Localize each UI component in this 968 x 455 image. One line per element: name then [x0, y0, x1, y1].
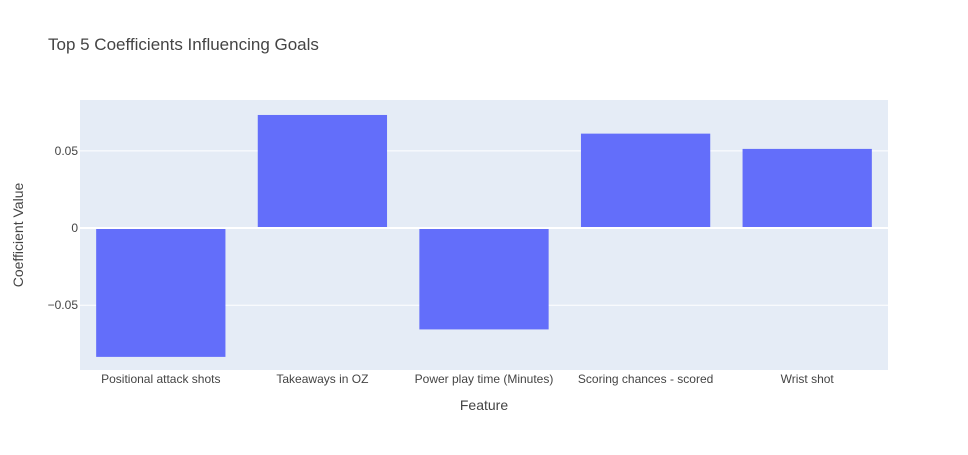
- y-tick-label: 0: [71, 221, 78, 235]
- bar[interactable]: [96, 228, 226, 357]
- bar[interactable]: [742, 148, 872, 229]
- x-tick-label: Power play time (Minutes): [415, 372, 554, 386]
- x-tick-label: Takeaways in OZ: [276, 372, 368, 386]
- y-tick-label: 0.05: [55, 144, 79, 158]
- bar[interactable]: [257, 114, 388, 229]
- y-axis-ticks: −0.05 0 0.05: [48, 144, 79, 312]
- x-axis-title: Feature: [460, 397, 508, 413]
- x-tick-label: Positional attack shots: [101, 372, 220, 386]
- bar[interactable]: [419, 228, 549, 330]
- chart-title: Top 5 Coefficients Influencing Goals: [48, 35, 319, 54]
- bars: [96, 114, 872, 357]
- bar[interactable]: [580, 133, 711, 229]
- x-tick-label: Scoring chances - scored: [578, 372, 713, 386]
- y-tick-label: −0.05: [48, 298, 79, 312]
- y-axis-title: Coefficient Value: [10, 183, 26, 288]
- x-tick-label: Wrist shot: [781, 372, 835, 386]
- x-axis-ticks: Positional attack shots Takeaways in OZ Po…: [101, 372, 834, 386]
